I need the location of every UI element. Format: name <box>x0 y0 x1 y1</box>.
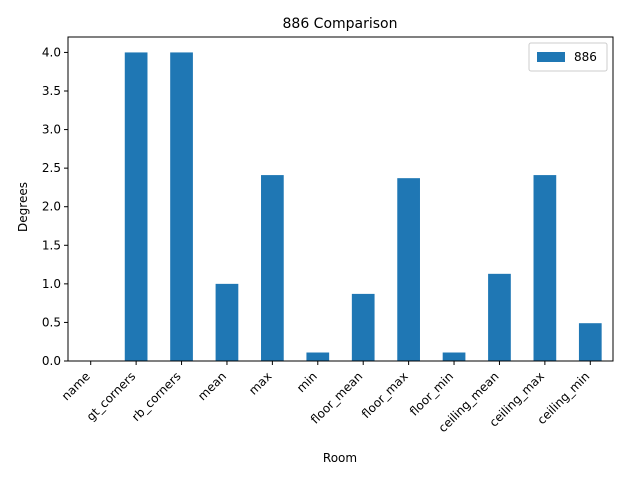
y-tick-label: 1.5 <box>42 238 61 252</box>
x-tick-label: floor_max <box>359 369 411 421</box>
y-tick-label: 4.0 <box>42 45 61 59</box>
bar-floor_mean <box>351 293 375 361</box>
x-tick-label: name <box>59 369 93 403</box>
plot-area <box>67 36 614 362</box>
legend-label: 886 <box>574 50 597 64</box>
y-tick-label: 3.0 <box>42 123 61 137</box>
y-tick-label: 3.5 <box>42 84 61 98</box>
bar-ceiling_mean <box>488 273 511 361</box>
bar-mean <box>215 283 239 361</box>
legend-swatch <box>537 52 565 62</box>
legend: 886 <box>528 42 608 72</box>
bar-gt_corners <box>124 52 148 362</box>
y-tick-label: 2.0 <box>42 200 61 214</box>
x-tick-label: min <box>294 369 320 395</box>
x-axis-label: Room <box>323 451 357 465</box>
x-tick-label: max <box>246 369 274 397</box>
legend-frame <box>528 42 608 72</box>
y-tick-label: 0.0 <box>42 354 61 368</box>
y-axis-label: Degrees <box>16 182 30 232</box>
y-tick-label: 1.0 <box>42 277 61 291</box>
x-tick-label: rb_corners <box>129 369 184 424</box>
bar-ceiling_min <box>578 323 602 361</box>
bar-floor_min <box>442 352 466 361</box>
chart-title: 886 Comparison <box>283 16 398 32</box>
x-tick-label: mean <box>195 369 229 403</box>
bar-floor_max <box>397 178 420 361</box>
bar-ceiling_max <box>533 175 557 361</box>
plot-frame <box>67 36 614 362</box>
bar-rb_corners <box>170 52 193 362</box>
y-tick-label: 0.5 <box>42 315 61 329</box>
bar-max <box>261 175 284 361</box>
bar-min <box>306 352 330 361</box>
y-axis: 0.0 0.5 1.0 1.5 2.0 2.5 3.0 3.5 4.0 <box>42 45 68 368</box>
y-tick-label: 2.5 <box>42 161 61 175</box>
